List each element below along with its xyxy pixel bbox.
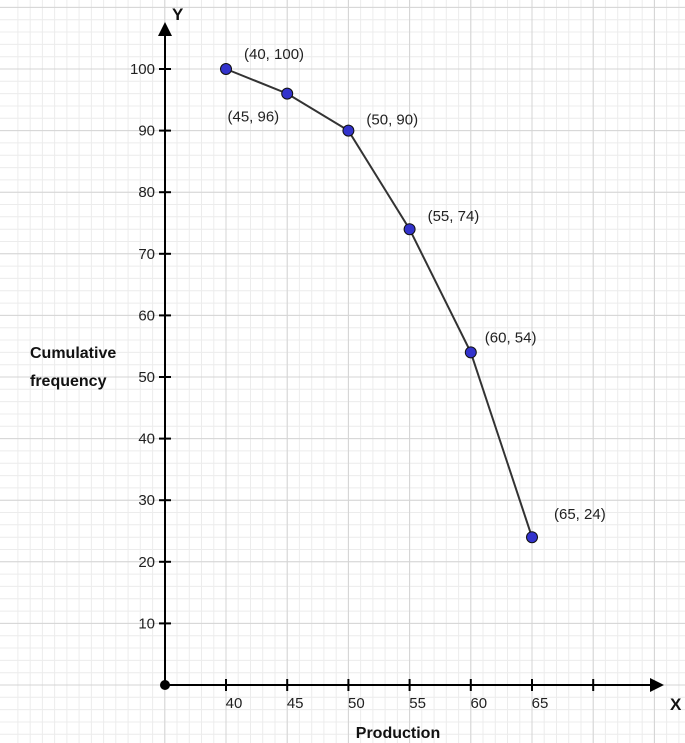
data-point xyxy=(220,63,232,75)
ticks: 10 20 30 40 50 60 70 80 90 100 40 45 50 55 60 65 xyxy=(130,61,595,712)
data-point xyxy=(403,223,416,236)
x-axis-arrow xyxy=(650,678,664,692)
y-tick-label: 60 xyxy=(138,307,155,324)
series: (40, 100) (45, 96) (50, 90) (55, 74) (60, 54… xyxy=(220,46,606,544)
x-tick-label: 65 xyxy=(532,695,549,712)
y-axis-arrow xyxy=(158,22,172,36)
x-tick-label: 60 xyxy=(470,695,487,712)
x-tick-label: 45 xyxy=(287,695,304,712)
data-label: (40, 100) xyxy=(244,46,304,63)
data-point xyxy=(526,531,538,544)
y-tick-label: 100 xyxy=(130,61,155,78)
y-tick-label: 90 xyxy=(138,123,155,140)
series-line xyxy=(225,68,533,538)
y-tick-label: 10 xyxy=(138,615,155,632)
y-tick-label: 50 xyxy=(138,369,155,386)
data-point xyxy=(342,124,355,137)
x-tick-label: 50 xyxy=(348,695,365,712)
data-label: (60, 54) xyxy=(485,329,537,346)
data-label: (65, 24) xyxy=(554,506,606,523)
x-axis-label: Production xyxy=(356,725,440,742)
data-label: (55, 74) xyxy=(428,208,480,225)
y-tick-label: 30 xyxy=(138,492,155,509)
y-axis-label-line-1: Cumulative xyxy=(30,345,116,362)
y-tick-label: 40 xyxy=(138,431,155,448)
data-point xyxy=(281,87,294,100)
y-axis-label-line-2: frequency xyxy=(30,373,107,390)
data-label: (50, 90) xyxy=(366,112,418,129)
data-point xyxy=(464,346,477,359)
data-label: (45, 96) xyxy=(227,109,279,126)
y-tick-label: 20 xyxy=(138,554,155,571)
origin-dot xyxy=(160,680,170,690)
x-axis-letter: X xyxy=(670,695,682,714)
y-tick-label: 70 xyxy=(138,246,155,263)
x-tick-label: 55 xyxy=(409,695,426,712)
y-axis-letter: Y xyxy=(172,5,184,24)
x-tick-label: 40 xyxy=(226,695,243,712)
y-tick-label: 80 xyxy=(138,184,155,201)
